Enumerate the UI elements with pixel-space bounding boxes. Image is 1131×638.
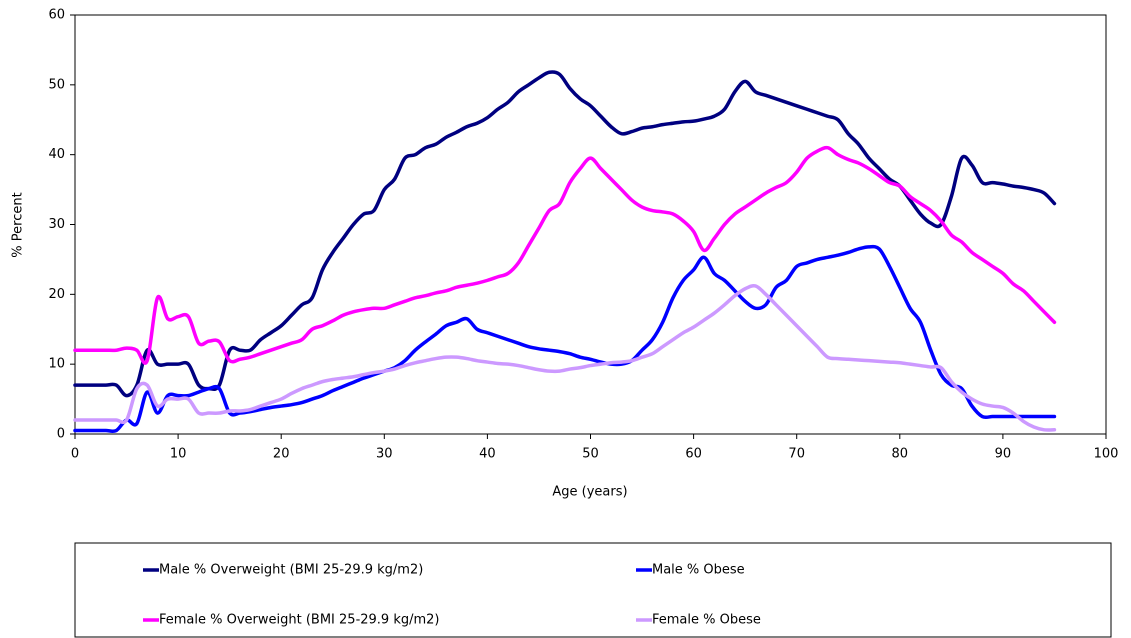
- x-tick-label: 30: [376, 447, 393, 462]
- series-line: [73, 283, 1057, 432]
- plot-area: [74, 14, 1107, 435]
- y-tick-label: 10: [48, 357, 65, 372]
- legend-label: Male % Overweight (BMI 25-29.9 kg/m2): [159, 563, 423, 578]
- legend-label: Female % Obese: [652, 613, 761, 628]
- y-tick-label: 0: [57, 427, 65, 442]
- legend-label: Female % Overweight (BMI 25-29.9 kg/m2): [159, 613, 440, 628]
- x-tick-label: 20: [273, 447, 290, 462]
- series-line: [73, 70, 1057, 398]
- legend-label: Male % Obese: [652, 563, 745, 578]
- x-tick-label: 10: [170, 447, 187, 462]
- x-tick-label: 70: [788, 447, 805, 462]
- series-line: [73, 145, 1057, 365]
- y-tick-label: 40: [48, 147, 65, 162]
- x-axis-label: Age (years): [552, 485, 627, 500]
- x-tick-label: 80: [892, 447, 909, 462]
- series-line: [73, 244, 1057, 434]
- x-tick-label: 0: [71, 447, 79, 462]
- y-tick-label: 20: [48, 287, 65, 302]
- x-tick-label: 100: [1094, 447, 1119, 462]
- y-tick-label: 30: [48, 217, 65, 232]
- x-tick-label: 40: [479, 447, 496, 462]
- y-axis-label: % Percent: [11, 192, 26, 257]
- legend: [74, 542, 1112, 638]
- x-tick-label: 60: [685, 447, 702, 462]
- y-tick-label: 50: [48, 77, 65, 92]
- y-tick-label: 60: [48, 8, 65, 23]
- x-tick-label: 50: [582, 447, 599, 462]
- x-tick-label: 90: [995, 447, 1012, 462]
